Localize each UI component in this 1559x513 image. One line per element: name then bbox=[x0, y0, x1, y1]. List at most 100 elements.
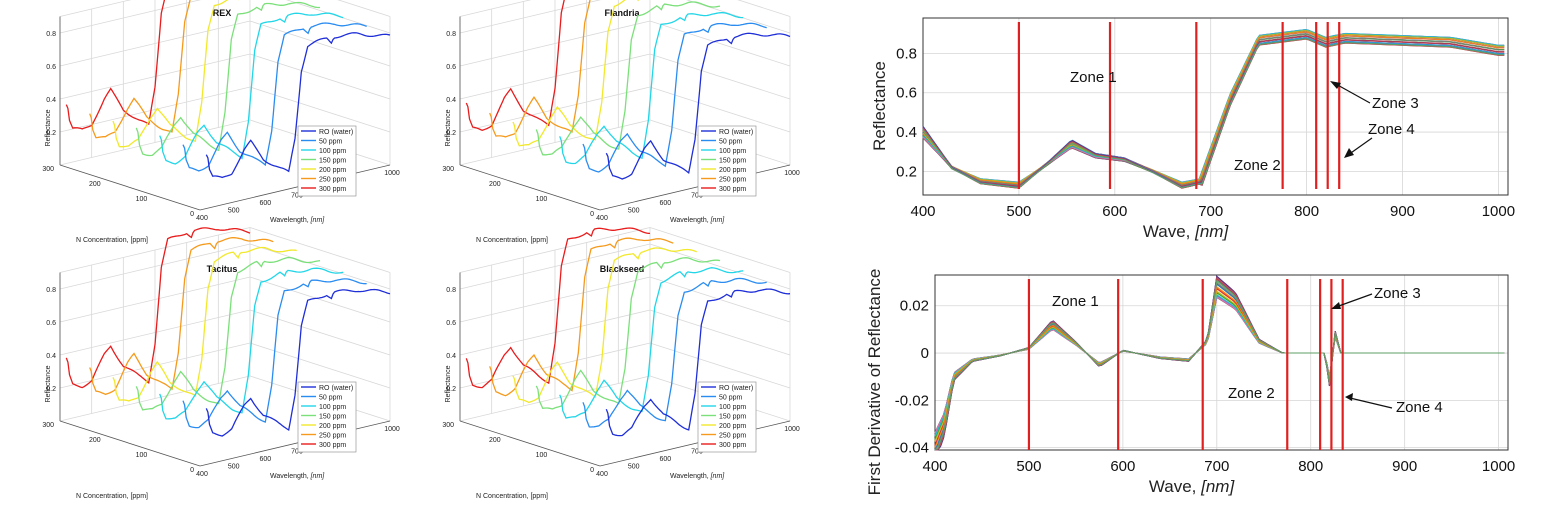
wavelength-axis bbox=[199, 420, 391, 467]
z-axis-label: Reflectance bbox=[445, 365, 452, 402]
wavelength-tick-label: 600 bbox=[659, 456, 671, 463]
series-line-4 bbox=[512, 247, 697, 404]
concentration-tick-label: 0 bbox=[590, 211, 594, 218]
series-line-2 bbox=[159, 267, 344, 420]
z-tick-label: 0.2 bbox=[446, 386, 456, 393]
legend-label: 300 ppm bbox=[319, 186, 346, 193]
z-tick-label: 0.8 bbox=[446, 31, 456, 38]
x-tick-label: 900 bbox=[1390, 203, 1415, 220]
zone-arrow bbox=[1333, 82, 1371, 104]
z-axis-label: Reflectance bbox=[45, 109, 52, 146]
grid-line bbox=[459, 276, 791, 323]
legend-label: 200 ppm bbox=[719, 167, 746, 174]
legend-label: 250 ppm bbox=[719, 433, 746, 440]
legend-box bbox=[697, 125, 757, 197]
z-axis-label: Reflectance bbox=[45, 365, 52, 402]
x-tick-label: 800 bbox=[1298, 458, 1323, 475]
grid-line bbox=[59, 276, 391, 323]
grid-line bbox=[737, 0, 791, 17]
series-line-2 bbox=[159, 12, 344, 165]
legend-label: 200 ppm bbox=[719, 423, 746, 430]
concentration-tick-label: 100 bbox=[136, 452, 148, 459]
series-line-4 bbox=[112, 246, 297, 402]
y-tick-label: 0.8 bbox=[896, 45, 917, 62]
series-line-5 bbox=[489, 237, 674, 397]
y-axis-label: Wavelength, [nm] bbox=[270, 473, 325, 480]
series-line bbox=[922, 37, 1505, 189]
grid bbox=[934, 275, 1508, 450]
grid-line bbox=[59, 20, 391, 67]
y-axis-unit: [nm] bbox=[710, 217, 726, 224]
x-axis-label: N Concentration, [ppm] bbox=[76, 493, 148, 500]
series-line-0 bbox=[205, 32, 391, 179]
zone-arrow bbox=[1347, 137, 1373, 156]
series-line-5 bbox=[89, 0, 191, 139]
z-tick-label: 0.8 bbox=[46, 287, 56, 294]
series-line bbox=[922, 38, 1505, 189]
zone-label: Zone 3 bbox=[1372, 95, 1419, 112]
y-tick-label: 0.02 bbox=[900, 298, 929, 315]
legend: RO (water) 50 ppm 100 ppm 150 ppm 200 ppm 250… bbox=[697, 125, 757, 197]
reflectance-chart: 400 500 600 700 800 900 1000 0.2 0.4 0.6 0.8 Wave, … bbox=[870, 17, 1515, 241]
legend-label: 250 ppm bbox=[319, 433, 346, 440]
wavelength-axis bbox=[199, 164, 391, 211]
series-line-3 bbox=[535, 257, 721, 410]
legend-label: 50 ppm bbox=[719, 139, 743, 146]
grid-line bbox=[459, 53, 791, 100]
zone-lines bbox=[1027, 279, 1344, 450]
legend-label: 300 ppm bbox=[719, 442, 746, 449]
series-line-2 bbox=[559, 267, 744, 419]
series-line bbox=[935, 277, 1505, 451]
legend-label: 250 ppm bbox=[319, 177, 346, 184]
z-tick-label: 0.2 bbox=[46, 130, 56, 137]
x-axis-label: N Concentration, [ppm] bbox=[76, 237, 148, 244]
concentration-tick-label: 100 bbox=[136, 196, 148, 203]
y-tick-label: 0.6 bbox=[896, 85, 917, 102]
z-tick-label: 0.2 bbox=[46, 386, 56, 393]
series-line bbox=[934, 291, 1505, 440]
zone-label: Zone 1 bbox=[1070, 69, 1117, 86]
wavelength-tick-label: 400 bbox=[196, 471, 208, 478]
x-tick-label: 400 bbox=[910, 203, 935, 220]
zone-arrow bbox=[1335, 293, 1373, 308]
x-tick-label: 600 bbox=[1102, 203, 1127, 220]
y-tick-label: 0.4 bbox=[896, 124, 917, 141]
series-line bbox=[935, 275, 1505, 451]
series-line-1 bbox=[582, 277, 767, 428]
wavelength-tick-label: 400 bbox=[596, 471, 608, 478]
wavelength-tick-label: 700 bbox=[691, 449, 703, 456]
zone-arrow-head bbox=[1345, 393, 1353, 401]
series-line bbox=[922, 38, 1505, 189]
y-axis-label: Reflectance bbox=[870, 61, 889, 151]
grid-line bbox=[649, 227, 791, 273]
series-line-5 bbox=[489, 0, 591, 138]
wavelength-tick-label: 700 bbox=[691, 193, 703, 200]
x-tick-label: 800 bbox=[1294, 203, 1319, 220]
series bbox=[934, 275, 1505, 451]
y-axis-unit: [nm] bbox=[710, 473, 726, 480]
axes-3d bbox=[59, 16, 391, 211]
series-line-3 bbox=[135, 256, 321, 411]
zone-arrow-head bbox=[1330, 81, 1341, 89]
wavelength-axis bbox=[599, 420, 791, 467]
legend-label: 150 ppm bbox=[719, 414, 746, 421]
y-tick-label: -0.04 bbox=[895, 440, 929, 457]
legend: RO (water) 50 ppm 100 ppm 150 ppm 200 ppm 250… bbox=[297, 381, 357, 453]
panels-3d: REX0.80.60.40.23002001000400500600700100… bbox=[42, 0, 800, 500]
series-line bbox=[934, 283, 1505, 451]
z-tick-label: 0.4 bbox=[46, 97, 56, 104]
concentration-tick-label: 100 bbox=[536, 452, 548, 459]
series-line-2 bbox=[559, 12, 744, 165]
series-line-6 bbox=[65, 227, 251, 389]
z-tick-label: 0.4 bbox=[446, 97, 456, 104]
series-line bbox=[934, 291, 1505, 441]
series-line bbox=[922, 38, 1505, 189]
panel-3d-blackseed: Blackseed0.80.60.40.23002001000400500600… bbox=[442, 227, 800, 500]
concentration-axis bbox=[59, 420, 201, 467]
series-line bbox=[934, 285, 1505, 448]
wavelength-tick-label: 400 bbox=[596, 215, 608, 222]
concentration-tick-label: 300 bbox=[442, 166, 454, 173]
z-tick-label: 0.2 bbox=[446, 130, 456, 137]
series-line bbox=[922, 37, 1505, 188]
